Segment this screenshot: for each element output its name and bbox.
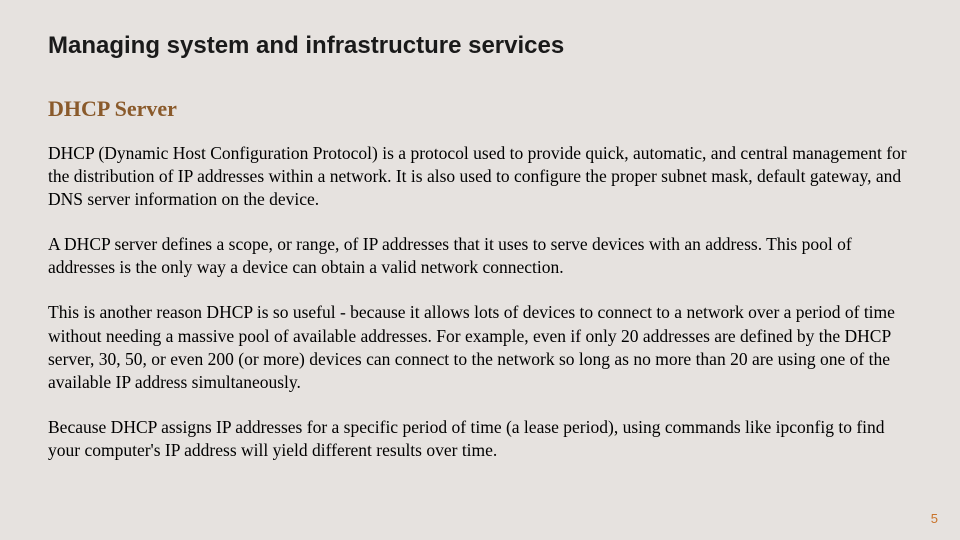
body-paragraph: This is another reason DHCP is so useful…: [48, 301, 912, 393]
section-title: DHCP Server: [48, 96, 912, 122]
main-title: Managing system and infrastructure servi…: [48, 32, 912, 60]
page-number: 5: [931, 511, 938, 526]
body-paragraph: Because DHCP assigns IP addresses for a …: [48, 416, 912, 462]
body-paragraph: DHCP (Dynamic Host Configuration Protoco…: [48, 142, 912, 211]
slide-container: Managing system and infrastructure servi…: [0, 0, 960, 462]
body-paragraph: A DHCP server defines a scope, or range,…: [48, 233, 912, 279]
